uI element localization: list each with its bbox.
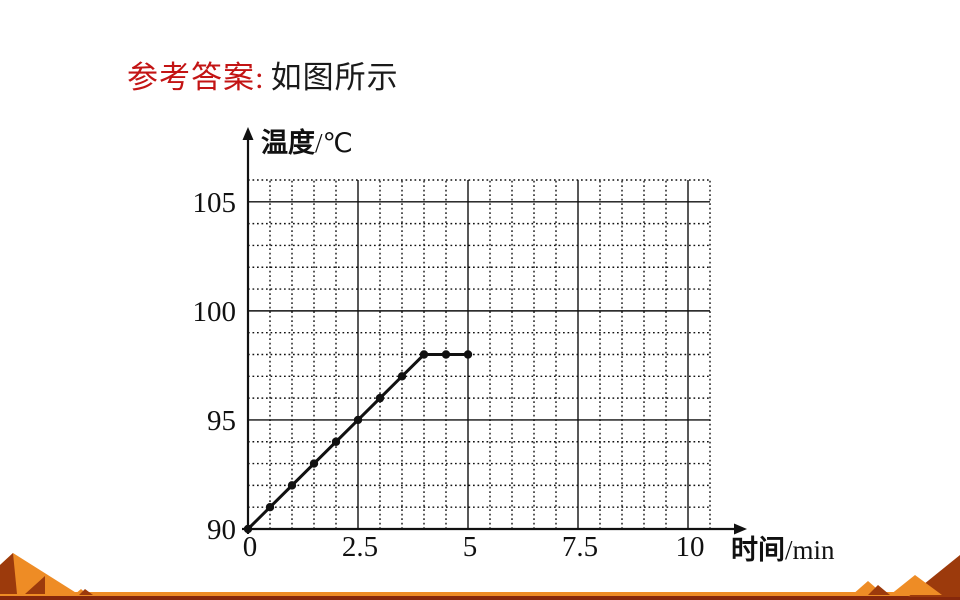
- x-axis-title: 时间/min: [731, 535, 835, 565]
- data-point: [397, 372, 407, 381]
- data-point: [287, 481, 297, 490]
- data-point: [331, 437, 341, 446]
- y-axis-title: 温度/℃: [261, 127, 353, 158]
- grid-major: [248, 180, 710, 529]
- x-axis-arrow-icon: [734, 523, 747, 535]
- mountain-orange-large: [0, 553, 78, 594]
- x-tick-label: 0: [243, 531, 258, 563]
- x-tick-label: 2.5: [342, 531, 378, 563]
- y-tick-label: 100: [193, 296, 237, 328]
- data-point: [419, 350, 429, 359]
- mountain-dark-inner: [25, 576, 45, 594]
- data-point: [375, 393, 385, 403]
- data-point: [265, 502, 275, 512]
- data-point: [353, 415, 363, 425]
- x-tick-label: 5: [463, 531, 478, 563]
- data-point: [441, 350, 451, 359]
- x-tick-label: 7.5: [562, 531, 598, 563]
- axis-titles: 温度/℃ 时间/min: [261, 127, 835, 565]
- answer-text: 如图所示: [270, 60, 399, 95]
- page-title: 参考答案: 如图所示: [127, 52, 399, 97]
- y-axis-arrow-icon: [242, 127, 254, 140]
- grid-minor: [248, 179, 711, 529]
- y-tick-label: 90: [207, 514, 236, 546]
- answer-label: 参考答案:: [127, 60, 265, 95]
- y-tick-label: 105: [193, 187, 237, 219]
- hill-orange-large: [890, 575, 942, 595]
- hill-dark-small: [868, 585, 890, 595]
- data-point: [309, 459, 319, 468]
- axes: [242, 127, 747, 535]
- bottom-orange-line: [0, 592, 960, 596]
- data-series: [243, 350, 473, 534]
- data-point: [463, 350, 473, 359]
- decoration-mountains-right: [852, 555, 960, 597]
- y-tick-label: 95: [207, 405, 236, 437]
- mound-dark-small: [79, 589, 93, 595]
- data-point: [243, 524, 253, 534]
- mountain-dark-face: [0, 553, 17, 594]
- x-tick-label: 10: [676, 531, 705, 563]
- decoration-mountains-left: [0, 553, 93, 595]
- tick-labels: 90 95 100 105 0 2.5 5 7.5 10: [193, 187, 705, 563]
- bottom-maroon-bar: [0, 596, 960, 600]
